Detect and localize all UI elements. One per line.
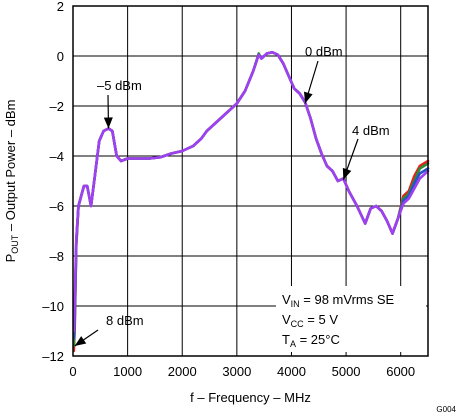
figure-id: G004 bbox=[436, 405, 456, 414]
annotation-label: 0 dBm bbox=[305, 44, 343, 59]
y-axis-label-rest: – Output Power – dBm bbox=[3, 100, 18, 235]
y-tick-labels: 2 0 –2 –4 –6 –8 –10 –12 bbox=[42, 0, 64, 364]
test-conditions: VIN = 98 mVrms SE VCC = 5 V TA = 25°C bbox=[276, 286, 426, 352]
x-tick-label: 5000 bbox=[332, 364, 361, 379]
x-tick-label: 6000 bbox=[386, 364, 415, 379]
annotation-label: 4 dBm bbox=[352, 123, 390, 138]
x-tick-labels: 0 1000 2000 3000 4000 5000 6000 bbox=[69, 364, 415, 379]
y-axis-label-subscript: OUT bbox=[10, 234, 20, 254]
y-tick-label: 2 bbox=[57, 0, 64, 14]
x-tick-label: 3000 bbox=[222, 364, 251, 379]
y-tick-label: –8 bbox=[50, 249, 64, 264]
condition-line: VCC = 5 V bbox=[282, 312, 338, 329]
y-axis-label-prefix: P bbox=[3, 254, 18, 263]
y-tick-label: –12 bbox=[42, 349, 64, 364]
y-tick-label: –10 bbox=[42, 299, 64, 314]
annotation-label: –5 dBm bbox=[97, 78, 142, 93]
y-tick-label: 0 bbox=[57, 49, 64, 64]
condition-line: TA = 25°C bbox=[282, 332, 340, 349]
x-tick-label: 1000 bbox=[113, 364, 142, 379]
y-axis-label: POUT – Output Power – dBm bbox=[3, 100, 20, 263]
series-line-3 bbox=[72, 50, 430, 333]
x-axis-label: f – Frequency – MHz bbox=[190, 390, 311, 405]
conditions-background bbox=[276, 286, 426, 352]
annotation-arrowhead bbox=[304, 91, 313, 104]
annotation-arrowhead bbox=[74, 336, 87, 346]
annotation-label: 8 dBm bbox=[106, 313, 144, 328]
plot-frame bbox=[72, 5, 429, 357]
annotations: –5 dBm 0 dBm 4 dBm 8 dBm bbox=[74, 44, 390, 347]
annotation-arrowhead bbox=[103, 117, 113, 129]
y-tick-label: –6 bbox=[50, 199, 64, 214]
x-tick-label: 2000 bbox=[168, 364, 197, 379]
y-tick-label: –4 bbox=[50, 149, 64, 164]
condition-line: VIN = 98 mVrms SE bbox=[282, 292, 395, 309]
series-lines bbox=[72, 50, 430, 353]
y-tick-label: –2 bbox=[50, 99, 64, 114]
x-tick-label: 0 bbox=[69, 364, 76, 379]
annotation-arrowhead bbox=[342, 167, 352, 180]
x-tick-label: 4000 bbox=[277, 364, 306, 379]
